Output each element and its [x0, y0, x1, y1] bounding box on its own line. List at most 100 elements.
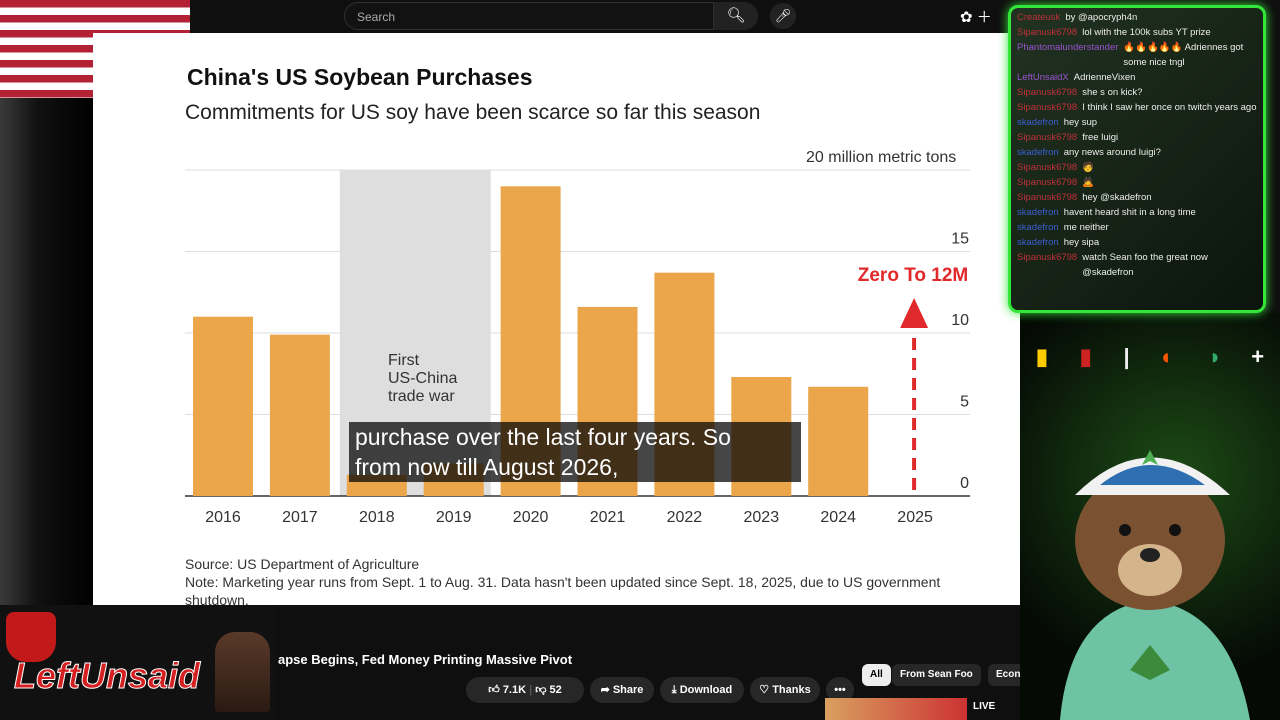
- social-icon: ▮: [1035, 344, 1048, 369]
- create-button[interactable]: ✿ ＋: [960, 6, 992, 27]
- chart-subtitle: Commitments for US soy have been scarce …: [185, 101, 761, 124]
- like-dislike-group: 👍︎ 7.1K | 👎︎ 52: [466, 677, 584, 703]
- video-title: apse Begins, Fed Money Printing Massive …: [278, 652, 573, 667]
- chat-username[interactable]: Createusk: [1017, 12, 1061, 23]
- video-captions: purchase over the last four years. So fro…: [349, 422, 801, 482]
- chat-text: hey sipa: [1063, 237, 1100, 248]
- chat-username[interactable]: Sipanusk6798: [1017, 102, 1078, 113]
- social-icon: ◐: [1161, 344, 1175, 369]
- x-tick-label: 2024: [820, 509, 856, 526]
- y-tick-label: 10: [951, 312, 969, 329]
- thanks-icon: ♡: [759, 684, 770, 696]
- chat-text: hey sup: [1063, 117, 1098, 128]
- chip-from-sean-foo[interactable]: From Sean Foo: [892, 664, 981, 686]
- chat-username[interactable]: Sipanusk6798: [1017, 132, 1078, 143]
- chat-username[interactable]: skadefron: [1017, 147, 1059, 158]
- chart-title: China's US Soybean Purchases: [187, 64, 533, 90]
- chat-username[interactable]: Sipanusk6798: [1017, 177, 1078, 188]
- chat-text: by @apocryph4n: [1065, 12, 1138, 23]
- chat-message: Sipanusk6798 watch Sean foo the great now…: [1017, 250, 1257, 280]
- chat-message: Sipanusk6798 🙇: [1017, 175, 1257, 190]
- chip-all[interactable]: All: [862, 664, 891, 686]
- chat-message: Sipanusk6798 I think I saw her once on tw…: [1017, 100, 1257, 115]
- share-button[interactable]: ➦ Share: [590, 677, 654, 703]
- chat-text: AdrienneVixen: [1073, 72, 1136, 83]
- chat-username[interactable]: skadefron: [1017, 237, 1059, 248]
- like-count: 7.1K: [502, 684, 527, 696]
- dislike-count: 52: [549, 684, 562, 696]
- x-tick-label: 2019: [436, 509, 472, 526]
- voice-search-button[interactable]: 🎤︎: [770, 3, 796, 29]
- chat-message: Sipanusk6798 hey @skadefron: [1017, 190, 1257, 205]
- social-icon: ◑: [1206, 344, 1220, 369]
- x-tick-label: 2016: [205, 509, 241, 526]
- chart-annotation: Zero To 12M: [858, 265, 969, 286]
- chat-text: 🔥🔥🔥🔥🔥 Adriennes got some nice tngl: [1123, 42, 1244, 68]
- chat-username[interactable]: Sipanusk6798: [1017, 252, 1078, 263]
- microphone-icon: 🎤︎: [774, 8, 792, 23]
- bear-mascot-image: [1060, 450, 1250, 720]
- chat-username[interactable]: Phantomalunderstander: [1017, 42, 1119, 53]
- chat-text: free luigi: [1082, 132, 1119, 143]
- share-label: Share: [612, 684, 644, 696]
- shaded-region-label: US-China: [388, 370, 457, 387]
- note-text: Note: Marketing year runs from Sept. 1 t…: [185, 574, 941, 608]
- chat-message: skadefron hey sipa: [1017, 235, 1257, 250]
- chat-message: LeftUnsaidX AdrienneVixen: [1017, 70, 1257, 85]
- search-icon: 🔍︎: [726, 7, 746, 24]
- search-button[interactable]: 🔍︎: [714, 2, 758, 30]
- chat-username[interactable]: Sipanusk6798: [1017, 87, 1078, 98]
- chat-message: skadefron havent heard shit in a long tim…: [1017, 205, 1257, 220]
- chat-message: Sipanusk6798 lol with the 100k subs YT pr…: [1017, 25, 1257, 40]
- source-text: Source: US Department of Agriculture: [185, 556, 420, 572]
- thumbs-up-icon: 👍︎: [488, 684, 500, 696]
- bar-2024: [808, 386, 869, 496]
- x-tick-label: 2020: [513, 509, 549, 526]
- chat-username[interactable]: Sipanusk6798: [1017, 27, 1078, 38]
- bar-2016: [193, 316, 253, 496]
- arrow-head-icon: [900, 298, 929, 328]
- download-icon: ⤓: [671, 684, 677, 696]
- chat-username[interactable]: skadefron: [1017, 117, 1059, 128]
- social-icon: ▮: [1079, 344, 1092, 369]
- chat-text: me neither: [1063, 222, 1109, 233]
- shaded-region-label: First: [388, 352, 420, 369]
- thanks-button[interactable]: ♡ Thanks: [750, 677, 820, 703]
- chat-text: 🙇: [1082, 177, 1095, 188]
- chat-username[interactable]: LeftUnsaidX: [1017, 72, 1069, 83]
- chat-text: watch Sean foo the great now @skadefron: [1082, 252, 1208, 278]
- related-video-title[interactable]: LIVE: [973, 701, 996, 712]
- y-tick-label: 15: [951, 231, 969, 248]
- chat-text: I think I saw her once on twitch years a…: [1082, 102, 1257, 113]
- chat-username[interactable]: skadefron: [1017, 207, 1059, 218]
- chat-overlay: Createusk by @apocryph4n Sipanusk6798 lol w…: [1008, 5, 1266, 313]
- thanks-label: Thanks: [772, 684, 811, 696]
- chat-message: Sipanusk6798 she s on kick?: [1017, 85, 1257, 100]
- share-icon: ➦: [600, 684, 610, 696]
- chat-username[interactable]: Sipanusk6798: [1017, 192, 1078, 203]
- chat-username[interactable]: Sipanusk6798: [1017, 162, 1078, 173]
- download-button[interactable]: ⤓ Download: [660, 677, 744, 703]
- dislike-button[interactable]: 👎︎ 52: [535, 684, 561, 696]
- chat-text: lol with the 100k subs YT prize: [1082, 27, 1211, 38]
- chat-username[interactable]: skadefron: [1017, 222, 1059, 233]
- search-input[interactable]: Search: [344, 2, 714, 30]
- chart-source: Source: US Department of Agriculture Note…: [185, 555, 985, 609]
- chat-text: havent heard shit in a long time: [1063, 207, 1196, 218]
- x-tick-label: 2022: [667, 509, 703, 526]
- chat-message: skadefron any news around luigi?: [1017, 145, 1257, 160]
- chat-message: Sipanusk6798 free luigi: [1017, 130, 1257, 145]
- chat-text: hey @skadefron: [1082, 192, 1152, 203]
- chart-unit-label: 20 million metric tons: [806, 149, 957, 166]
- social-icons-row: ▮ ▮ | ◐ ◑ +: [1020, 340, 1280, 374]
- chat-message: skadefron hey sup: [1017, 115, 1257, 130]
- related-video-thumbnail[interactable]: [825, 698, 967, 720]
- background-panel: [0, 98, 93, 608]
- chat-text: she s on kick?: [1082, 87, 1143, 98]
- y-tick-label: 0: [960, 475, 969, 492]
- x-tick-label: 2017: [282, 509, 318, 526]
- like-button[interactable]: 👍︎ 7.1K: [488, 684, 526, 696]
- caption-line: purchase over the last four years. So: [355, 424, 731, 450]
- chat-message: Createusk by @apocryph4n: [1017, 10, 1257, 25]
- plus-icon: ＋: [976, 9, 992, 26]
